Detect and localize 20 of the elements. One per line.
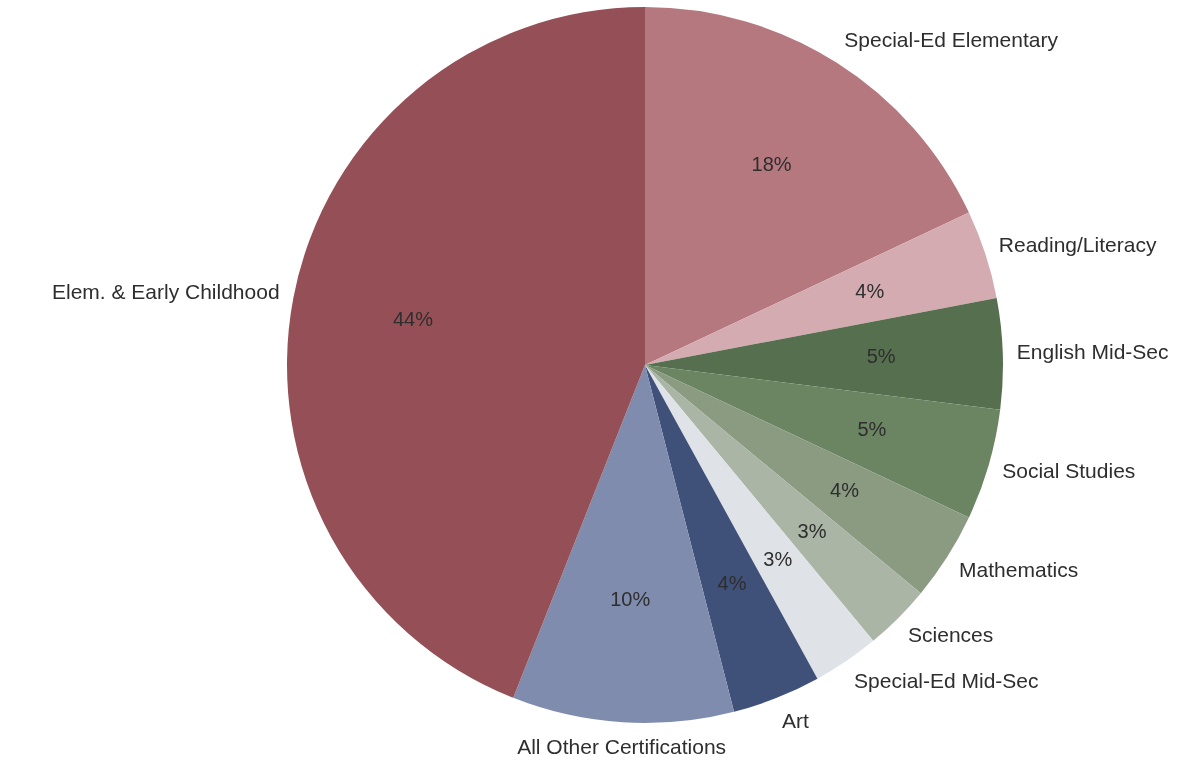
slice-label: Social Studies (1002, 458, 1136, 482)
slice-label: Elem. & Early Childhood (51, 279, 280, 303)
data-label: 4% (830, 479, 860, 502)
slice-label: Special-Ed Elementary (844, 27, 1059, 51)
data-label: 18% (751, 153, 792, 176)
data-label: 5% (866, 345, 896, 368)
data-label: 3% (797, 519, 827, 542)
slice-label: Special-Ed Mid-Sec (854, 669, 1039, 693)
slice-label: Mathematics (959, 557, 1079, 581)
slice-label: Reading/Literacy (998, 233, 1157, 257)
data-label: 5% (857, 418, 887, 441)
data-label: 4% (717, 572, 747, 595)
data-label: 4% (855, 279, 885, 302)
slice-label: Art (781, 708, 809, 732)
data-label: 44% (392, 308, 434, 331)
data-label: 10% (610, 588, 651, 611)
slice-label: English Mid-Sec (1016, 339, 1169, 363)
slice-label: Sciences (908, 623, 994, 647)
slice-label: All Other Certifications (517, 735, 727, 759)
data-label: 3% (763, 547, 793, 570)
